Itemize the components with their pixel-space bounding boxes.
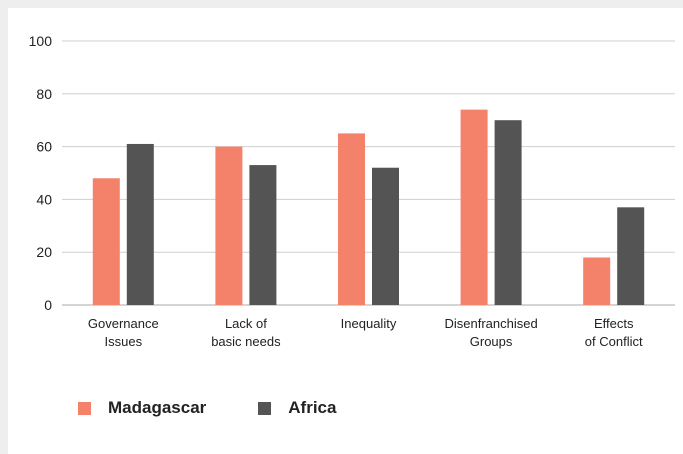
y-tick-label: 80	[36, 86, 52, 102]
bar-africa-5	[617, 207, 645, 305]
bar-madagascar-1	[92, 178, 120, 305]
legend-item-madagascar: Madagascar	[78, 398, 206, 418]
x-tick-label: of Conflict	[585, 334, 643, 349]
legend-item-africa: Africa	[258, 398, 336, 418]
x-tick-label: Governance	[88, 316, 159, 331]
x-tick-label: basic needs	[211, 334, 281, 349]
bar-africa-3	[372, 167, 399, 305]
x-tick-label: Issues	[105, 334, 143, 349]
bar-africa-1	[126, 143, 154, 305]
y-tick-label: 0	[44, 297, 52, 313]
legend-label-madagascar: Madagascar	[108, 398, 207, 417]
x-tick-label: Inequality	[341, 316, 397, 331]
bar-madagascar-5	[583, 257, 611, 305]
legend-swatch-africa	[258, 401, 272, 415]
x-tick-label: Disenfranchised	[444, 316, 537, 331]
x-tick-label: Groups	[470, 334, 513, 349]
legend: Madagascar Africa	[78, 398, 388, 418]
y-tick-label: 20	[36, 244, 52, 260]
y-tick-label: 100	[29, 33, 53, 49]
legend-swatch-madagascar	[78, 401, 91, 415]
y-tick-label: 40	[36, 191, 52, 207]
y-tick-label: 60	[36, 139, 52, 155]
x-tick-label: Effects	[594, 316, 634, 331]
x-tick-label: Lack of	[225, 316, 267, 331]
bar-madagascar-2	[215, 146, 243, 305]
bar-africa-2	[249, 165, 277, 305]
bar-madagascar-4	[460, 109, 488, 305]
bar-africa-4	[494, 120, 522, 305]
bar-madagascar-3	[338, 133, 365, 305]
legend-label-africa: Africa	[288, 398, 337, 417]
